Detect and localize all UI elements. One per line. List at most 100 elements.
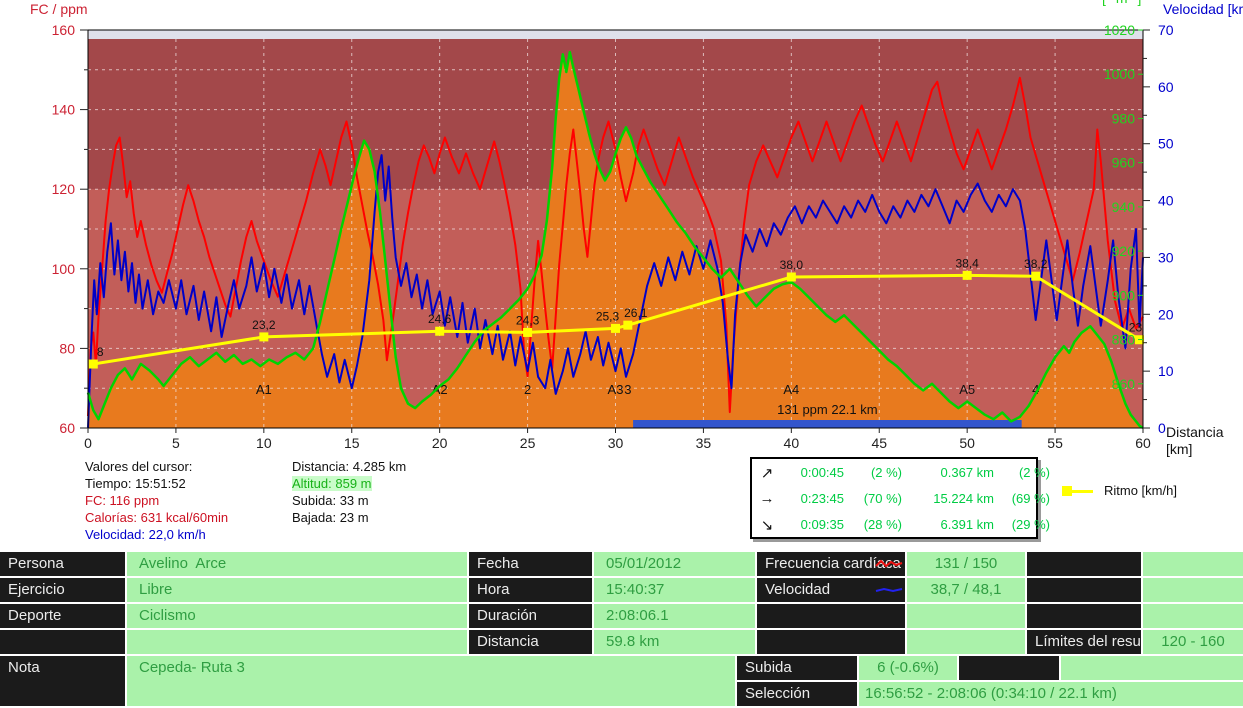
fecha-value: 05/01/2012: [594, 552, 755, 576]
svg-text:160: 160: [52, 22, 76, 38]
flat-time: 0:23:45: [800, 491, 844, 506]
nota-label: Nota: [0, 656, 125, 706]
fecha-label: Fecha: [469, 552, 592, 576]
limites-value: 120 - 160: [1143, 630, 1243, 654]
downhill-time-pct: (28 %): [863, 517, 902, 532]
svg-text:0: 0: [84, 435, 92, 451]
cursor-values-block: Valores del cursor: Tiempo: 15:51:52 FC:…: [85, 458, 228, 543]
svg-text:880: 880: [1112, 332, 1136, 348]
nota-value: Cepeda- Ruta 3: [127, 656, 735, 706]
cursor-altitude-block: Distancia: 4.285 km Altitud: 859 m Subid…: [292, 458, 406, 526]
subida-label: Subida: [737, 656, 857, 680]
svg-text:35: 35: [696, 435, 712, 451]
svg-text:30: 30: [1158, 249, 1174, 265]
svg-text:40: 40: [784, 435, 800, 451]
svg-text:60: 60: [59, 420, 75, 436]
flat-distance-pct: (69 %): [1011, 491, 1050, 506]
svg-text:A2: A2: [432, 382, 448, 397]
grade-summary-box: ↗ 0:00:45 (2 %) 0.367 km (2 %) → 0:23:45…: [750, 457, 1051, 539]
uphill-time-pct: (2 %): [870, 465, 902, 480]
empty-value-r3d: [1143, 604, 1243, 628]
velocidad-value: 38,7 / 48,1: [907, 578, 1025, 602]
svg-text:3: 3: [624, 382, 631, 397]
svg-text:1000: 1000: [1104, 66, 1135, 82]
summary-row-flat: → 0:23:45 (70 %) 15.224 km (69 %): [752, 486, 1051, 511]
uphill-time: 0:00:45: [800, 465, 844, 480]
info-distance: Distancia: 4.285 km: [292, 459, 407, 474]
svg-text:1020: 1020: [1104, 22, 1135, 38]
svg-text:25,3: 25,3: [596, 309, 620, 323]
duracion-label: Duración: [469, 604, 592, 628]
info-altitude: Altitud: 859 m: [292, 476, 372, 491]
seleccion-value: 16:56:52 - 2:08:06 (0:34:10 / 22.1 km): [859, 682, 1243, 706]
svg-text:38,4: 38,4: [955, 256, 979, 270]
velocidad-label: Velocidad: [757, 578, 905, 602]
exercise-info-table: Persona Avelino Arce Fecha 05/01/2012 Fr…: [0, 552, 1243, 706]
empty-value-r1d: [1143, 552, 1243, 576]
svg-text:8: 8: [97, 345, 104, 359]
svg-text:50: 50: [959, 435, 975, 451]
summary-row-uphill: ↗ 0:00:45 (2 %) 0.367 km (2 %): [752, 460, 1050, 485]
seleccion-label: Selección: [737, 682, 857, 706]
svg-text:900: 900: [1112, 287, 1136, 303]
svg-text:2: 2: [524, 382, 531, 397]
ejercicio-value: Libre: [127, 578, 467, 602]
downhill-distance: 6.391 km: [940, 517, 994, 532]
svg-text:4: 4: [1032, 382, 1039, 397]
svg-text:10: 10: [1158, 363, 1174, 379]
exercise-plot[interactable]: 131 ppm 22.1 km A1 A2 2 A3 3 A4 A5 4 8 23,2 24,6 24,…: [0, 0, 1243, 460]
duracion-value: 2:08:06.1: [594, 604, 755, 628]
svg-text:15: 15: [344, 435, 360, 451]
velocity-curve-icon: [875, 587, 903, 593]
svg-text:5: 5: [172, 435, 180, 451]
svg-text:20: 20: [432, 435, 448, 451]
cursor-time: Tiempo: 15:51:52: [85, 476, 186, 491]
cursor-fc: FC: 116 ppm: [85, 493, 160, 508]
flat-distance: 15.224 km: [933, 491, 994, 506]
svg-text:960: 960: [1112, 155, 1136, 171]
empty-label-r1d: [1027, 552, 1141, 576]
empty-label-r2d: [1027, 578, 1141, 602]
empty-value-r4c: [907, 630, 1025, 654]
svg-text:A5: A5: [959, 382, 975, 397]
svg-text:38,0: 38,0: [780, 258, 804, 272]
ritmo-legend-label: Ritmo [km/h]: [1104, 483, 1177, 498]
distancia-label: Distancia: [469, 630, 592, 654]
cursor-title: Valores del cursor:: [85, 459, 193, 474]
distance-axis-title: Distancia [km]: [1166, 424, 1224, 457]
svg-text:131 ppm 22.1 km: 131 ppm 22.1 km: [777, 402, 877, 417]
persona-value: Avelino Arce: [127, 552, 467, 576]
svg-text:140: 140: [52, 102, 76, 118]
flat-time-pct: (70 %): [863, 491, 902, 506]
selection-bar: [633, 420, 1022, 428]
deporte-label: Deporte: [0, 604, 125, 628]
cursor-calories: Calorías: 631 kcal/60min: [85, 510, 229, 525]
svg-text:38,2: 38,2: [1024, 257, 1048, 271]
svg-text:10: 10: [256, 435, 272, 451]
fc-curve-icon: [875, 559, 903, 568]
svg-text:24,3: 24,3: [516, 313, 540, 327]
distancia-value: 59.8 km: [594, 630, 755, 654]
svg-text:25: 25: [520, 435, 536, 451]
svg-text:23: 23: [1129, 321, 1143, 335]
persona-label: Persona: [0, 552, 125, 576]
hora-value: 15:40:37: [594, 578, 755, 602]
ejercicio-label: Ejercicio: [0, 578, 125, 602]
info-descent: Bajada: 23 m: [292, 510, 369, 525]
empty-value-r3c: [907, 604, 1025, 628]
summary-row-downhill: ↘ 0:09:35 (28 %) 6.391 km (29 %): [752, 512, 1050, 537]
downhill-time: 0:09:35: [800, 517, 844, 532]
uphill-arrow-icon: ↗: [760, 464, 774, 482]
frecuencia-value: 131 / 150: [907, 552, 1025, 576]
svg-text:70: 70: [1158, 22, 1174, 38]
cursor-velocity: Velocidad: 22,0 km/h: [85, 527, 206, 542]
svg-text:80: 80: [59, 340, 75, 356]
empty-label-r3d: [1027, 604, 1141, 628]
empty-value-r4a: [127, 630, 467, 654]
subida-value: 6 (-0.6%): [859, 656, 957, 680]
svg-text:A1: A1: [256, 382, 272, 397]
svg-text:0: 0: [1158, 420, 1166, 436]
empty-label-r3c: [757, 604, 905, 628]
uphill-distance-pct: (2 %): [1018, 465, 1050, 480]
svg-text:45: 45: [871, 435, 887, 451]
